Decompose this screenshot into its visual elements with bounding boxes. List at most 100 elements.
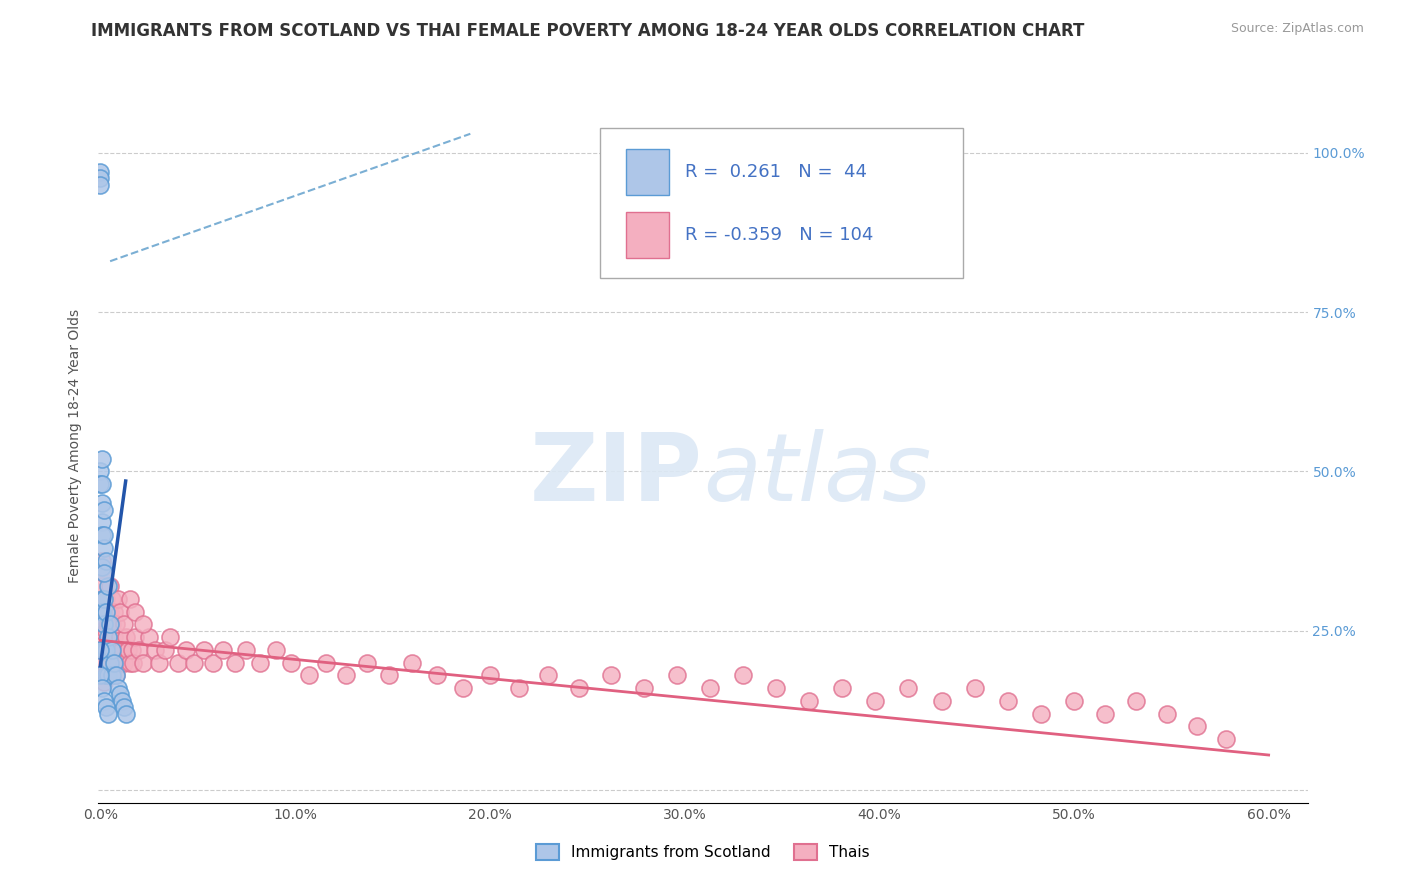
Point: [101, 617, 124, 632]
Point: [103, 630, 125, 644]
Point: [153, 643, 176, 657]
Point: [91, 451, 114, 466]
Point: [451, 681, 474, 695]
Point: [138, 630, 160, 644]
Point: [97, 668, 120, 682]
Point: [96, 554, 118, 568]
Point: [93, 591, 115, 606]
FancyBboxPatch shape: [626, 212, 669, 258]
Point: [97, 636, 120, 650]
Point: [96, 668, 118, 682]
Point: [93, 591, 115, 606]
Point: [91, 496, 114, 510]
Point: [765, 681, 787, 695]
Point: [91, 605, 114, 619]
Point: [997, 694, 1019, 708]
Text: atlas: atlas: [703, 429, 931, 520]
Point: [98, 605, 121, 619]
Point: [91, 624, 114, 638]
Point: [315, 656, 337, 670]
Point: [124, 605, 146, 619]
Point: [89, 178, 111, 192]
Point: [132, 617, 155, 632]
Point: [107, 591, 129, 606]
Point: [93, 502, 115, 516]
Point: [91, 516, 114, 530]
Point: [335, 668, 357, 682]
Point: [235, 643, 257, 657]
Point: [97, 617, 120, 632]
Point: [97, 630, 120, 644]
Point: [128, 643, 150, 657]
Point: [91, 681, 114, 695]
Text: ZIP: ZIP: [530, 428, 703, 521]
Point: [104, 617, 127, 632]
Point: [731, 668, 754, 682]
Point: [107, 656, 129, 670]
Point: [93, 566, 115, 581]
Text: Source: ZipAtlas.com: Source: ZipAtlas.com: [1230, 22, 1364, 36]
Point: [537, 668, 560, 682]
Point: [111, 694, 134, 708]
Point: [112, 700, 135, 714]
Point: [132, 656, 155, 670]
Point: [159, 630, 181, 644]
Point: [1185, 719, 1208, 733]
Point: [148, 656, 170, 670]
Point: [96, 605, 118, 619]
Point: [93, 617, 115, 632]
Point: [97, 656, 120, 670]
Point: [93, 674, 115, 689]
Point: [108, 605, 131, 619]
Point: [89, 643, 111, 657]
Legend: Immigrants from Scotland, Thais: Immigrants from Scotland, Thais: [530, 838, 876, 866]
Point: [91, 579, 114, 593]
Point: [91, 591, 114, 606]
Point: [93, 566, 115, 581]
Point: [111, 643, 134, 657]
Point: [108, 688, 131, 702]
Point: [183, 656, 205, 670]
Point: [143, 643, 166, 657]
Point: [167, 656, 190, 670]
Point: [963, 681, 986, 695]
Point: [91, 554, 114, 568]
Point: [91, 605, 114, 619]
Point: [91, 668, 114, 682]
Point: [103, 656, 125, 670]
Point: [202, 656, 225, 670]
Point: [699, 681, 721, 695]
Point: [1029, 706, 1052, 721]
Point: [89, 599, 111, 613]
Point: [118, 656, 141, 670]
Point: [89, 617, 111, 632]
Point: [665, 668, 688, 682]
Point: [93, 694, 115, 708]
Point: [101, 643, 124, 657]
Point: [104, 643, 127, 657]
Point: [96, 700, 118, 714]
Point: [118, 591, 141, 606]
Point: [633, 681, 655, 695]
Point: [426, 668, 449, 682]
Y-axis label: Female Poverty Among 18-24 Year Olds: Female Poverty Among 18-24 Year Olds: [69, 309, 83, 583]
Point: [98, 656, 121, 670]
Point: [93, 541, 115, 555]
Point: [114, 706, 136, 721]
Point: [298, 668, 321, 682]
Point: [249, 656, 271, 670]
Point: [91, 643, 114, 657]
Point: [104, 668, 127, 682]
Point: [112, 617, 135, 632]
Point: [107, 681, 129, 695]
Point: [1215, 732, 1237, 747]
Point: [89, 477, 111, 491]
Point: [224, 656, 246, 670]
Point: [96, 624, 118, 638]
Point: [96, 643, 118, 657]
Point: [1125, 694, 1147, 708]
Point: [93, 636, 115, 650]
Point: [212, 643, 235, 657]
Point: [93, 656, 115, 670]
Point: [280, 656, 302, 670]
